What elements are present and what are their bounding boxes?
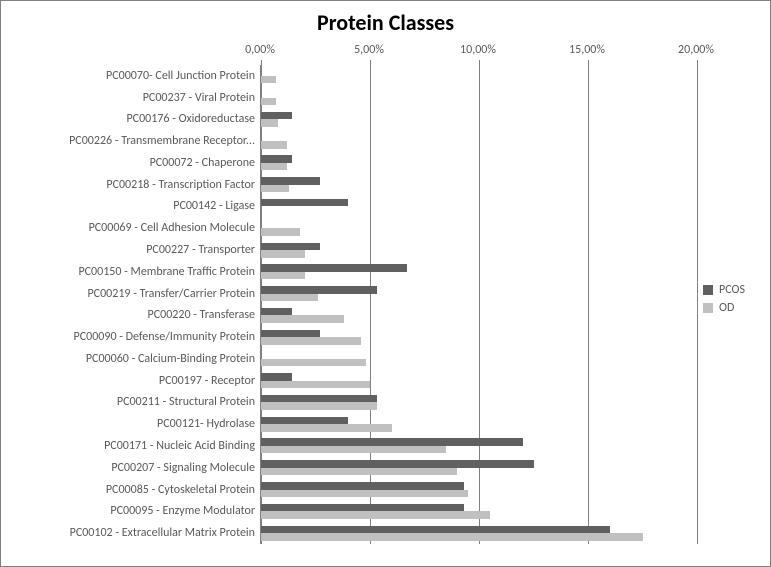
legend-item: OD [703,301,745,315]
category-row: PC00220 - Transferase [261,304,697,326]
category-label: PC00090 - Defense/Immunity Protein [5,330,261,344]
bar-od [261,446,446,454]
legend-label: PCOS [719,283,745,297]
bar-od [261,315,344,323]
chart-title: Protein Classes [1,9,770,36]
category-label: PC00226 - Transmembrane Receptor... [5,134,261,148]
category-label: PC00220 - Transferase [5,308,261,322]
category-label: PC00207 - Signaling Molecule [5,461,261,475]
category-label: PC00069 - Cell Adhesion Molecule [5,221,261,235]
category-label: PC00102 - Extracellular Matrix Protein [5,526,261,540]
category-label: PC00227 - Transporter [5,243,261,257]
category-label: PC00070- Cell Junction Protein [5,69,261,83]
bar-pcos [261,417,348,425]
bar-pcos [261,526,610,534]
category-label: PC00060 - Calcium-Binding Protein [5,352,261,366]
category-row: PC00072 - Chaperone [261,152,697,174]
bar-pcos [261,373,292,381]
category-row: PC00060 - Calcium-Binding Protein [261,348,697,370]
bar-od [261,337,361,345]
bar-od [261,76,276,84]
bar-od [261,228,300,236]
category-label: PC00218 - Transcription Factor [5,178,261,192]
axis-tick-label: 20,00% [678,43,714,57]
axis-tick-label: 0,00% [245,43,275,57]
bar-pcos [261,243,320,251]
category-row: PC00176 - Oxidoreductase [261,109,697,131]
category-row: PC00090 - Defense/Immunity Protein [261,326,697,348]
bar-od [261,424,392,432]
bar-pcos [261,199,348,207]
bar-pcos [261,482,464,490]
bar-pcos [261,438,523,446]
legend-swatch [703,285,713,295]
axis-tick-label: 10,00% [460,43,496,57]
bar-od [261,272,305,280]
bar-od [261,185,289,193]
bar-pcos [261,308,292,316]
category-row: PC00237 - Viral Protein [261,87,697,109]
bar-od [261,468,457,476]
category-row: PC00218 - Transcription Factor [261,174,697,196]
category-label: PC00219 - Transfer/Carrier Protein [5,287,261,301]
bar-od [261,98,276,106]
bar-od [261,490,468,498]
bar-pcos [261,504,464,512]
x-axis: 0,00%5,00%10,00%15,00%20,00% [260,43,696,63]
category-label: PC00176 - Oxidoreductase [5,112,261,126]
category-label: PC00237 - Viral Protein [5,91,261,105]
category-row: PC00142 - Ligase [261,196,697,218]
category-row: PC00085 - Cytoskeletal Protein [261,479,697,501]
category-row: PC00197 - Receptor [261,370,697,392]
axis-tick-label: 5,00% [354,43,384,57]
bar-pcos [261,155,292,163]
gridline [697,65,698,544]
category-row: PC00069 - Cell Adhesion Molecule [261,217,697,239]
legend: PCOS OD [703,283,745,319]
legend-item: PCOS [703,283,745,297]
bar-od [261,119,278,127]
bar-od [261,294,318,302]
bar-pcos [261,395,377,403]
category-label: PC00121- Hydrolase [5,417,261,431]
bar-pcos [261,264,407,272]
category-label: PC00197 - Receptor [5,374,261,388]
category-row: PC00070- Cell Junction Protein [261,65,697,87]
bar-od [261,359,366,367]
legend-swatch [703,303,713,313]
bar-od [261,381,370,389]
bar-od [261,163,287,171]
bar-pcos [261,286,377,294]
category-row: PC00171 - Nucleic Acid Binding [261,435,697,457]
plot-area: PC00070- Cell Junction ProteinPC00237 - … [260,65,697,544]
bar-od [261,511,490,519]
legend-label: OD [719,301,734,315]
bar-pcos [261,460,534,468]
category-label: PC00095 - Enzyme Modulator [5,504,261,518]
category-label: PC00085 - Cytoskeletal Protein [5,483,261,497]
category-row: PC00211 - Structural Protein [261,392,697,414]
category-row: PC00207 - Signaling Molecule [261,457,697,479]
bar-pcos [261,177,320,185]
category-row: PC00102 - Extracellular Matrix Protein [261,522,697,544]
category-row: PC00219 - Transfer/Carrier Protein [261,283,697,305]
bar-od [261,250,305,258]
bar-pcos [261,330,320,338]
category-row: PC00095 - Enzyme Modulator [261,500,697,522]
category-label: PC00171 - Nucleic Acid Binding [5,439,261,453]
category-row: PC00150 - Membrane Traffic Protein [261,261,697,283]
category-label: PC00211 - Structural Protein [5,395,261,409]
category-row: PC00121- Hydrolase [261,413,697,435]
category-row: PC00226 - Transmembrane Receptor... [261,130,697,152]
category-label: PC00150 - Membrane Traffic Protein [5,265,261,279]
bar-od [261,402,377,410]
axis-tick [697,60,698,65]
category-row: PC00227 - Transporter [261,239,697,261]
axis-tick-label: 15,00% [569,43,605,57]
bar-od [261,141,287,149]
bar-od [261,533,643,541]
category-label: PC00072 - Chaperone [5,156,261,170]
category-label: PC00142 - Ligase [5,199,261,213]
bar-pcos [261,112,292,120]
